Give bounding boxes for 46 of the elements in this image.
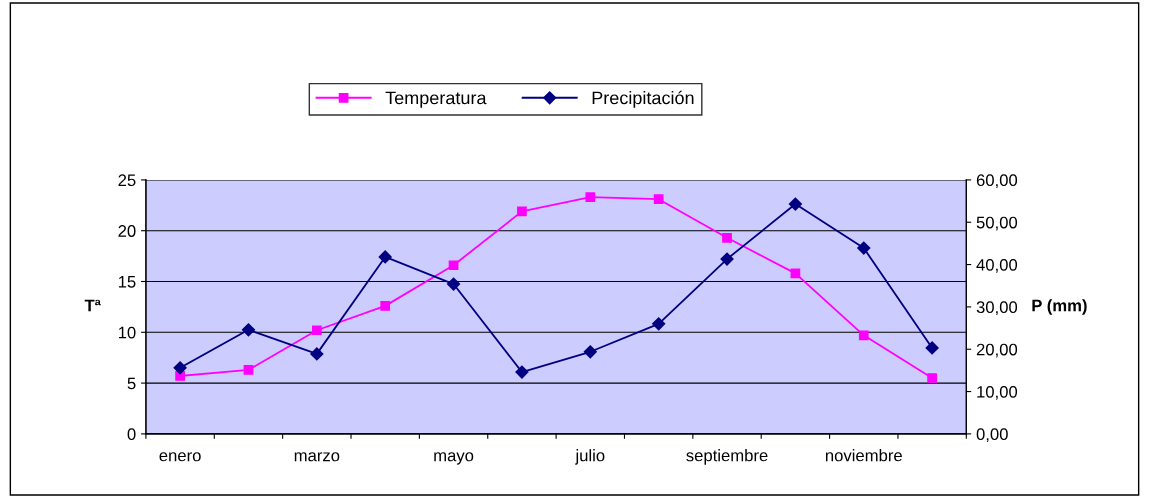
point: [173, 361, 187, 375]
y2-tick-label: 0,00: [976, 428, 1008, 443]
y-tick-label: 0: [127, 428, 136, 441]
point: [446, 277, 461, 291]
legend-label: Precipitación: [592, 90, 694, 108]
y2-tick-label: 30,00: [976, 301, 1018, 316]
y2-tick-label: 60,00: [976, 174, 1018, 189]
point: [380, 301, 391, 311]
point: [515, 365, 529, 379]
point: [310, 347, 324, 361]
y-tick-label: 10: [118, 326, 136, 339]
y-tick-label: 15: [118, 276, 136, 288]
point: [720, 252, 734, 266]
point: [925, 341, 939, 355]
x-tick-label: septiembre: [686, 449, 768, 465]
y-tick-label: 20: [118, 225, 136, 237]
point: [243, 365, 254, 375]
point: [858, 330, 869, 341]
point: [448, 260, 459, 271]
x-tick-label: mayo: [434, 452, 474, 465]
y2-axis-title: P (mm): [1032, 299, 1087, 315]
point: [722, 232, 732, 243]
point: [583, 345, 597, 359]
y-tick-label: 5: [127, 377, 136, 390]
point: [378, 250, 392, 264]
point: [585, 192, 596, 203]
y2-tick-label: 10,00: [977, 385, 1018, 400]
y2-tick-label: 20,00: [976, 343, 1018, 358]
point: [311, 325, 322, 336]
point: [653, 194, 664, 205]
point: [857, 241, 871, 255]
point: [241, 323, 256, 337]
point: [788, 197, 802, 211]
x-tick-label: julio: [575, 449, 605, 465]
legend-label: Temperatura: [385, 91, 487, 108]
x-tick-label: enero: [159, 452, 201, 462]
point: [175, 371, 185, 381]
point: [927, 373, 937, 383]
y2-tick-label: 40,00: [976, 258, 1018, 273]
point: [517, 206, 527, 217]
y2-tick-label: 50,00: [976, 216, 1018, 231]
x-tick-label: marzo: [294, 452, 340, 462]
y-tick-label: 25: [118, 174, 136, 187]
x-tick-label: noviembre: [825, 449, 902, 462]
y-axis-title: Tª: [84, 299, 101, 312]
point: [652, 317, 666, 331]
